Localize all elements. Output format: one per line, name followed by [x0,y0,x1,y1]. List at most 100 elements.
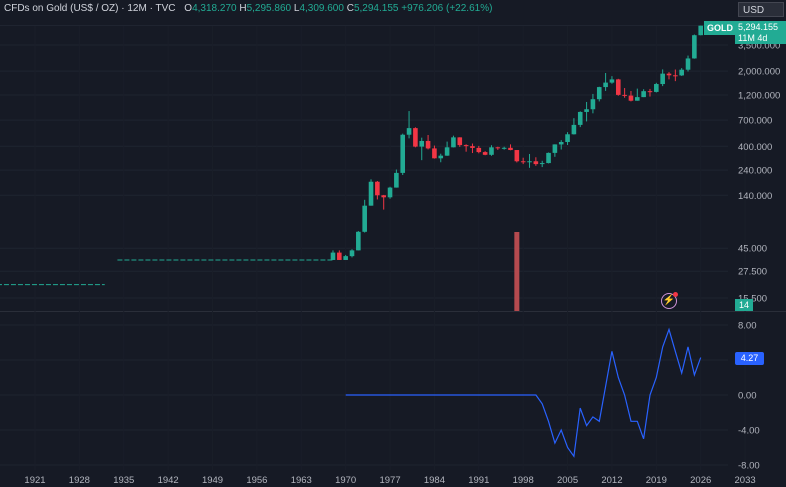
indicator-value-tag: 4.27 [735,352,764,365]
time-tick-label: 1963 [291,475,312,486]
candle [425,135,431,150]
time-tick-label: 2005 [557,475,578,486]
symbol-title[interactable]: CFDs on Gold (US$ / OZ) · 12M · TVC [4,3,176,14]
time-axis[interactable]: 1921 1928 1935 1942 1949 1956 1963 1970 1977 1984… [24,475,755,486]
price-tick-label: 240.000 [738,166,772,177]
price-tick-label: 27.500 [738,267,767,278]
candle-body [533,161,539,165]
candle [635,88,640,101]
candle-body [685,58,691,70]
candle [590,93,596,114]
candle [609,76,615,84]
time-tick-label: 1998 [513,475,534,486]
candle-body [470,146,475,148]
candle-body [692,35,697,59]
volume-plot [514,232,520,311]
close-value: 5,294.155 [353,3,399,14]
indicator-tick-label: -8.00 [738,461,760,472]
volume-tag: 14 [735,299,753,311]
indicator-line [345,327,702,458]
candle-body [584,109,589,112]
time-tick-label: 2033 [735,475,756,486]
candle [362,199,367,233]
candle [457,137,463,147]
candle [470,143,475,154]
indicator-tick-label: 8.00 [738,321,757,332]
open-value: 4,318.270 [192,3,237,14]
price-tick-label: 2,000.000 [738,67,780,78]
candle [482,151,488,156]
last-price-tag: 5,294.155 11M 4d [735,21,786,44]
candle [539,160,545,168]
time-tick-label: 1991 [468,475,489,486]
candle [546,152,551,164]
candle-body [501,147,507,149]
price-tick-label: 400.000 [738,142,772,153]
candle-body [330,252,336,260]
candle-body [546,152,551,164]
time-tick-label: 1935 [113,475,134,486]
candle-body [349,250,355,257]
indicator-plot[interactable] [345,327,702,458]
lightning-icon[interactable]: ⚡ [661,293,677,309]
currency-selector[interactable]: USD [738,2,784,17]
time-tick-label: 2019 [646,475,667,486]
candle-body [571,124,577,135]
candle [628,90,634,102]
open-label: O [184,3,193,14]
candle-body [698,25,703,36]
low-value: 4,309.600 [299,3,344,14]
candle-body [356,231,361,251]
price-axis[interactable]: 3,500.000 2,000.000 1,200.000 700.000 400.00… [738,41,780,305]
high-value: 5,295.860 [246,3,292,14]
candle [685,55,691,72]
indicator-axis[interactable]: 8.004.000.00-4.00-8.00 [738,321,760,472]
candle-body [343,256,348,260]
candle [641,89,646,98]
candle [400,133,406,176]
candle-body [603,82,608,88]
candle-body [635,97,640,101]
candle-body [463,145,469,147]
candle [432,145,437,159]
indicator-tick-label: 0.00 [738,391,757,402]
candle [444,141,450,156]
candle-body [577,111,583,125]
volume-bar [514,232,520,311]
candle [356,231,361,251]
candle [571,118,577,135]
candle-body [673,75,678,77]
price-plot[interactable] [0,25,703,286]
candle-body [660,73,665,85]
time-tick-label: 2026 [690,475,711,486]
price-tick-label: 700.000 [738,116,772,127]
candle-body [590,99,596,110]
candle-body [457,137,463,146]
candle-body [495,147,501,149]
candle-body [400,134,406,173]
candle [698,25,703,36]
candle-body [520,161,526,163]
candle [603,73,608,91]
price-tick-label: 3,500.000 [738,41,780,52]
candle [368,179,374,206]
time-tick-label: 1928 [69,475,90,486]
candle [501,146,507,150]
candle [660,69,665,87]
candle [330,250,336,260]
candle [622,88,627,98]
candle-body [596,87,602,100]
time-tick-label: 2012 [601,475,622,486]
candle-body [438,155,444,159]
time-tick-label: 1942 [158,475,179,486]
price-tick-label: 140.000 [738,191,772,202]
candle [520,157,526,165]
candle [343,254,348,260]
candle [692,34,697,59]
candle-body [654,84,659,92]
candle [673,69,678,82]
low-label: L [293,3,300,14]
candle-body [406,128,412,135]
candle-body [489,147,494,155]
